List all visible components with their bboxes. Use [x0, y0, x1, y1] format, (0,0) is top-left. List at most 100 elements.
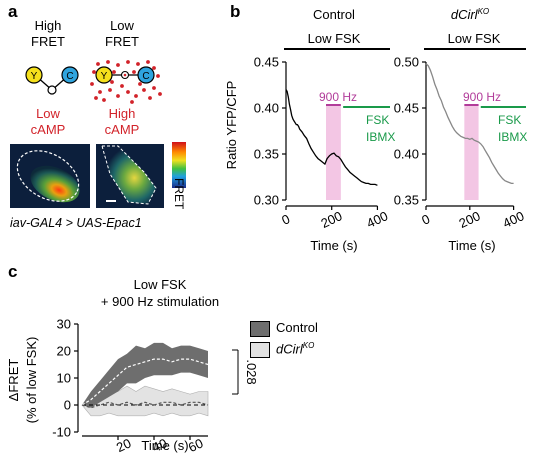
x-axis-label: Time (s)	[141, 438, 188, 453]
control-sem-band	[82, 342, 208, 408]
y-tick-label: 0.35	[394, 193, 419, 208]
fsk-label-ko: FSK	[498, 113, 521, 127]
stim-window	[464, 105, 479, 200]
y-tick-label: 0.30	[254, 193, 279, 208]
y-tick-label: 0.35	[254, 147, 279, 162]
x-tick-label: 400	[500, 208, 526, 231]
hz-label-ko: 900 Hz	[463, 90, 501, 104]
fret-colorbar	[172, 142, 186, 188]
camp-dot	[152, 86, 156, 90]
fsk-label-control: FSK	[366, 113, 389, 127]
camp-dot	[126, 60, 130, 64]
camp-dot	[110, 80, 114, 84]
ko-title: dCirlKO	[451, 7, 489, 22]
c-node-label: C	[66, 71, 73, 82]
p-value-label: .028	[244, 359, 259, 384]
camp-dot	[98, 90, 102, 94]
delta-fret-chart: -10 0 10 20 30 20 40 60	[52, 317, 209, 455]
panel-c-letter: c	[8, 262, 18, 281]
x-tick-label: 200	[318, 208, 344, 231]
panel-c-title-line2: + 900 Hz stimulation	[100, 294, 220, 309]
low-fsk-label-control: Low FSK	[308, 31, 361, 46]
camp-dot	[116, 63, 120, 67]
camp-dot	[92, 70, 96, 74]
camp-dot	[130, 100, 134, 104]
camp-dot	[156, 74, 160, 78]
y-node-label: Y	[31, 71, 38, 82]
y-tick-label: -10	[52, 425, 71, 440]
ratio-trace-line	[285, 89, 378, 186]
colorbar-label: FRET	[172, 178, 186, 210]
x-tick-label: 0	[279, 211, 292, 228]
micrograph-low-camp	[10, 144, 90, 208]
camp-dot	[152, 66, 156, 70]
ratio-trace-line	[425, 63, 514, 185]
x-tick-label: 40	[150, 435, 169, 455]
y-tick-label: 0.40	[394, 147, 419, 162]
x-tick-label: 20	[114, 435, 133, 455]
yfp-node-icon	[25, 66, 43, 84]
scale-bar	[106, 200, 116, 202]
y-axis-label-line2: (% of low FSK)	[24, 337, 39, 424]
control-title: Control	[313, 7, 355, 22]
panel-b-letter: b	[230, 2, 241, 21]
camp-dot	[136, 62, 140, 66]
y-tick-label: 0.45	[254, 55, 279, 70]
legend-control-label: Control	[276, 320, 318, 335]
camp-dot	[158, 92, 162, 96]
y-axis-label-line1: ΔFRET	[6, 359, 21, 402]
micrograph-high-camp	[96, 144, 164, 208]
high-fret-label: High FRET	[31, 18, 65, 49]
control-mean-line	[81, 358, 209, 406]
y-tick-label: 0.45	[394, 101, 419, 116]
panel-c-title: Low FSK + 900 Hz stimulation	[80, 276, 240, 310]
panel-c-chart: -10 0 10 20 30 20 40 60 ΔFRET (% of low FSK) Ti…	[6, 317, 259, 455]
control-trace-chart: 0.30 0.35 0.40 0.45 0 200 400	[254, 48, 390, 231]
genotype-caption: iav-GAL4 > UAS-Epac1	[10, 216, 142, 230]
low-fret-label: Low FRET	[105, 18, 139, 49]
y-tick-label: 0	[64, 398, 71, 413]
x-tick-label: 0	[419, 211, 432, 228]
y-tick-label: 0.50	[394, 55, 419, 70]
ko-mean-line	[81, 401, 209, 409]
yfp-node-icon	[95, 66, 113, 84]
x-tick-label: 60	[186, 435, 205, 455]
x-tick-label: 400	[364, 208, 390, 231]
camp-dot	[148, 96, 152, 100]
cfp-node-icon	[61, 66, 79, 84]
camp-dot	[94, 96, 98, 100]
high-camp-label: High cAMP	[104, 106, 140, 137]
epac-open-sensor: Y C	[90, 60, 162, 104]
ibmx-label-ko: IBMX	[498, 130, 527, 144]
legend-ko-swatch	[250, 342, 270, 358]
camp-dot	[120, 84, 124, 88]
camp-dot	[134, 94, 138, 98]
camp-dot	[90, 82, 94, 86]
camp-dot	[96, 62, 100, 66]
x-tick-label: 200	[457, 208, 483, 231]
stim-window	[326, 105, 341, 200]
camp-dot	[108, 88, 112, 92]
camp-dot	[126, 90, 130, 94]
legend-ko-label: dCirlKO	[276, 341, 315, 357]
low-fsk-label-ko: Low FSK	[448, 31, 501, 46]
camp-dot	[106, 60, 110, 64]
y-tick-label: 30	[57, 317, 71, 332]
y-tick-label: 20	[57, 344, 71, 359]
panel-a-letter: a	[8, 2, 18, 21]
camp-dot	[116, 94, 120, 98]
legend-control-swatch	[250, 321, 270, 337]
panel-b-charts: 0.30 0.35 0.40 0.45 0 200 400 0.35 0.40 0.45 0.50…	[224, 7, 527, 253]
camp-dot	[142, 88, 146, 92]
camp-dot	[112, 70, 116, 74]
camp-dot	[132, 70, 136, 74]
y-node-label: Y	[101, 71, 108, 82]
panel-c-title-line1: Low FSK	[133, 277, 187, 292]
low-camp-label: Low cAMP	[30, 106, 66, 137]
significance-bracket	[232, 349, 239, 395]
camp-dot	[138, 82, 142, 86]
camp-dot	[146, 60, 150, 64]
y-axis-label: Ratio YFP/CFP	[224, 81, 239, 170]
ibmx-label-control: IBMX	[366, 130, 395, 144]
c-node-label: C	[142, 71, 149, 82]
